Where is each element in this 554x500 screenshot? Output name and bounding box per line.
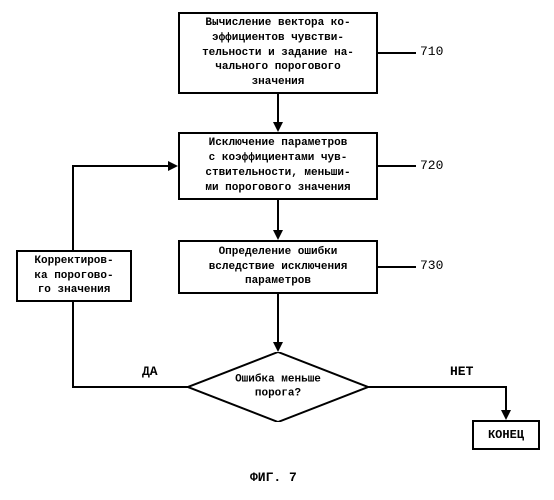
adjust-text: Корректиров-ка порогово-го значения <box>34 254 113 299</box>
arrowhead-2-3 <box>273 230 283 240</box>
step1-box: Вычисление вектора ко-эффициентов чувств… <box>178 12 378 94</box>
connector-line <box>378 52 416 54</box>
step3-text: Определение ошибкивследствие исключенияп… <box>209 245 348 290</box>
adjust-box: Корректиров-ка порогово-го значения <box>16 250 132 302</box>
arrowhead-1-2 <box>273 122 283 132</box>
arrow-2-3 <box>277 200 279 230</box>
figure-caption: ФИГ. 7 <box>250 470 297 485</box>
step2-text: Исключение параметровс коэффициентами чу… <box>205 136 350 195</box>
no-line-h <box>368 386 505 388</box>
yes-line-h <box>72 386 188 388</box>
connector-line-3 <box>378 266 416 268</box>
end-box: КОНЕЦ <box>472 420 540 450</box>
yes-label: ДА <box>142 364 158 379</box>
step2-box: Исключение параметровс коэффициентами чу… <box>178 132 378 200</box>
step3-label: 730 <box>420 258 443 273</box>
end-text: КОНЕЦ <box>488 427 524 443</box>
step1-text: Вычисление вектора ко-эффициентов чувств… <box>202 16 354 90</box>
arrowhead-3-dec <box>273 342 283 352</box>
step2-label: 720 <box>420 158 443 173</box>
connector-line-2 <box>378 165 416 167</box>
decision-diamond: Ошибка меньшепорога? <box>188 352 368 422</box>
arrowhead-adjust <box>168 161 178 171</box>
no-line-v <box>505 386 507 410</box>
step3-box: Определение ошибкивследствие исключенияп… <box>178 240 378 294</box>
step1-label: 710 <box>420 44 443 59</box>
arrowhead-no <box>501 410 511 420</box>
arrow-3-dec <box>277 294 279 342</box>
decision-text: Ошибка меньшепорога? <box>235 373 321 402</box>
adjust-line-h <box>72 165 168 167</box>
yes-line-v <box>72 302 74 388</box>
no-label: НЕТ <box>450 364 473 379</box>
adjust-line-v <box>72 165 74 250</box>
arrow-1-2 <box>277 94 279 122</box>
